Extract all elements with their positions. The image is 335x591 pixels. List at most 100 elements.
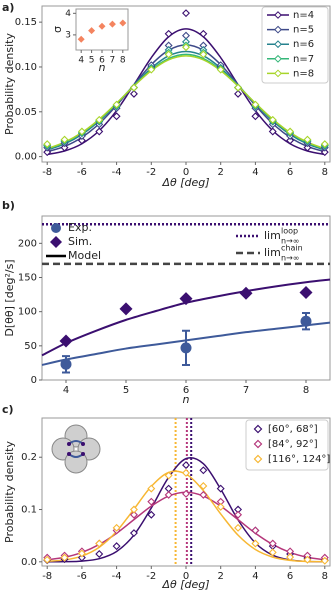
marker xyxy=(199,482,208,490)
x-tick-label: 8 xyxy=(322,167,328,178)
marker xyxy=(216,65,225,74)
x-tick-label: 4 xyxy=(252,167,258,178)
y-tick-label: 3 xyxy=(65,30,71,40)
legend-label: [84°, 92°] xyxy=(268,439,318,450)
marker xyxy=(286,553,295,562)
marker xyxy=(182,468,190,477)
x-tick-label: 0 xyxy=(183,571,189,582)
marker xyxy=(320,140,329,149)
marker xyxy=(112,100,121,109)
marker xyxy=(77,549,86,558)
schematic-dot xyxy=(67,442,71,446)
x-tick-label: 6 xyxy=(99,56,105,66)
marker xyxy=(147,65,156,74)
marker xyxy=(129,83,138,92)
x-tick-label: 5 xyxy=(89,56,95,66)
marker xyxy=(251,539,260,548)
legend-label: Model xyxy=(68,249,101,262)
y-tick-label: 0.00 xyxy=(15,152,37,163)
marker xyxy=(119,302,133,316)
marker xyxy=(77,127,86,136)
marker xyxy=(164,471,173,480)
legend-label: n=8 xyxy=(293,68,314,79)
y-axis-label: σ xyxy=(51,26,64,33)
legend-label: lim xyxy=(264,229,281,242)
y-tick-label: 0.1 xyxy=(21,505,37,516)
marker xyxy=(268,548,277,557)
marker xyxy=(251,112,260,121)
x-axis-label: Δθ [deg] xyxy=(161,578,209,591)
x-tick-label: 8 xyxy=(322,571,328,582)
y-tick-label: 0.05 xyxy=(15,107,37,118)
marker xyxy=(286,136,295,145)
x-tick-label: 6 xyxy=(287,167,293,178)
legend-marker xyxy=(274,69,282,78)
marker xyxy=(95,115,104,124)
x-tick-label: 7 xyxy=(243,385,249,396)
marker xyxy=(199,466,208,475)
legend-marker xyxy=(274,25,282,34)
y-tick-label: 150 xyxy=(18,273,37,284)
x-tick-label: 4 xyxy=(63,385,69,396)
legend-label: n=7 xyxy=(293,54,314,65)
x-tick-label: -6 xyxy=(77,167,87,178)
legend-label: lim xyxy=(264,246,281,259)
legend-sub: n→∞ xyxy=(281,254,299,263)
marker xyxy=(98,22,106,30)
marker xyxy=(77,136,86,145)
marker xyxy=(129,529,138,538)
marker xyxy=(60,553,69,562)
panel-label: a) xyxy=(2,1,14,14)
legend-bg xyxy=(232,245,328,261)
legend-label: Exp. xyxy=(68,221,92,234)
fit-curve xyxy=(46,50,326,151)
schematic-dot xyxy=(67,452,71,456)
marker xyxy=(112,523,121,532)
x-tick-label: -8 xyxy=(42,571,52,582)
schematic-dot xyxy=(81,452,85,456)
legend-marker xyxy=(253,439,263,449)
fit-curve xyxy=(47,456,325,563)
x-tick-label: -4 xyxy=(112,167,122,178)
legend-box xyxy=(245,419,329,471)
marker xyxy=(129,505,138,514)
x-tick-label: -2 xyxy=(146,167,156,178)
legend-label: [60°, 68°] xyxy=(268,424,318,435)
legend-marker xyxy=(253,454,263,464)
marker xyxy=(60,358,72,370)
marker xyxy=(299,286,313,300)
fit-curve xyxy=(47,470,325,563)
y-tick-label: 100 xyxy=(18,307,37,318)
marker xyxy=(60,135,69,144)
x-tick-label: 8 xyxy=(303,385,309,396)
marker xyxy=(129,89,138,98)
marker xyxy=(164,484,173,493)
fit-curve xyxy=(46,55,326,150)
marker xyxy=(43,140,52,149)
schematic-dot xyxy=(81,442,85,446)
legend-label: n=5 xyxy=(293,25,314,36)
marker xyxy=(216,484,225,493)
panel-label: b) xyxy=(2,199,15,212)
y-tick-label: 50 xyxy=(24,341,37,352)
marker xyxy=(251,526,260,535)
y-axis-label: Probability density xyxy=(3,441,16,543)
x-tick-label: 6 xyxy=(287,571,293,582)
marker xyxy=(320,556,329,565)
marker xyxy=(112,112,121,121)
x-tick-label: 6 xyxy=(183,385,189,396)
marker xyxy=(199,50,208,59)
x-tick-label: 5 xyxy=(123,385,129,396)
marker xyxy=(303,143,312,152)
schematic xyxy=(51,424,101,474)
legend-label: Sim. xyxy=(68,235,92,248)
marker xyxy=(77,553,86,562)
x-tick-label: 7 xyxy=(110,56,116,66)
x-axis-label: n xyxy=(99,61,106,74)
marker xyxy=(88,27,96,35)
x-axis-label: Δθ [deg] xyxy=(161,176,209,189)
marker xyxy=(180,342,192,354)
marker xyxy=(303,555,312,564)
marker xyxy=(268,115,277,124)
